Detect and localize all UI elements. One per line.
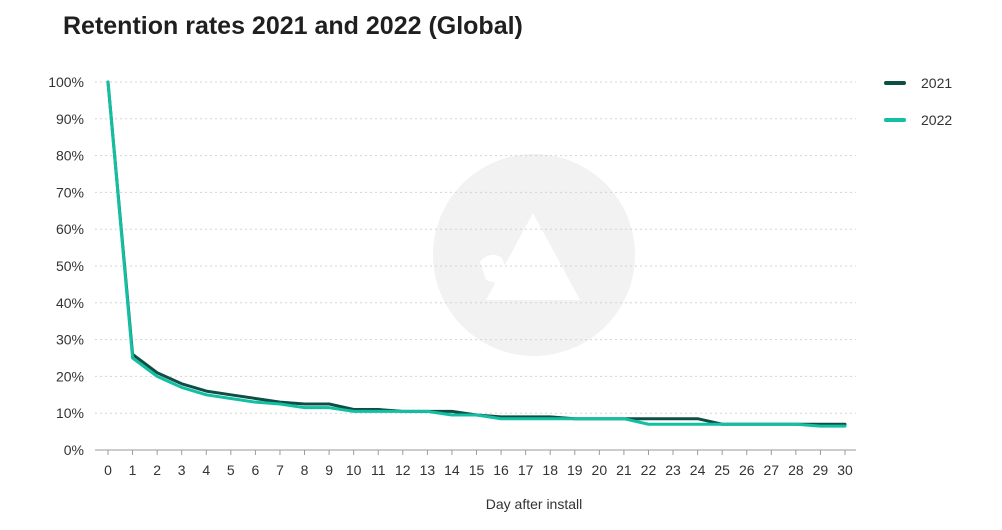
- y-tick-label-5: 50%: [56, 258, 84, 274]
- x-tick-label-30: 30: [837, 462, 853, 478]
- x-tick-label-20: 20: [592, 462, 608, 478]
- x-tick-label-19: 19: [567, 462, 583, 478]
- legend-swatch-2022: [884, 118, 906, 122]
- x-tick-label-12: 12: [395, 462, 411, 478]
- series-lines: [106, 80, 847, 428]
- gridlines: [95, 81, 856, 414]
- x-tick-label-8: 8: [301, 462, 309, 478]
- x-tick-label-3: 3: [178, 462, 186, 478]
- x-tick-labels: 0 1 2 3 4 5 6 7 8 9 10 11 12 13 14 15 16 17 18 19 20 21 22 23 24…: [104, 462, 853, 478]
- y-tick-label-6: 60%: [56, 221, 84, 237]
- x-tick-label-18: 18: [542, 462, 558, 478]
- y-tick-label-1: 10%: [56, 405, 84, 421]
- x-tick-label-5: 5: [227, 462, 235, 478]
- x-tick-label-6: 6: [252, 462, 260, 478]
- y-tick-label-2: 20%: [56, 368, 84, 384]
- x-tick-label-14: 14: [444, 462, 460, 478]
- legend-label-2021: 2021: [921, 75, 953, 91]
- x-tick-label-23: 23: [665, 462, 681, 478]
- x-tick-label-9: 9: [325, 462, 333, 478]
- x-tick-label-22: 22: [641, 462, 657, 478]
- x-tick-label-17: 17: [518, 462, 534, 478]
- x-tick-label-11: 11: [371, 462, 386, 478]
- y-tick-label-8: 80%: [56, 148, 84, 164]
- series-line-2022: [106, 80, 847, 428]
- x-tick-label-27: 27: [764, 462, 780, 478]
- y-tick-labels: 0% 10% 20% 30% 40% 50% 60% 70% 80% 90% 100%: [48, 74, 84, 458]
- x-tick-label-2: 2: [153, 462, 161, 478]
- legend: 2021 2022: [884, 74, 952, 148]
- legend-swatch-2021: [884, 81, 906, 85]
- x-tick-label-4: 4: [202, 462, 210, 478]
- x-tick-label-0: 0: [104, 462, 112, 478]
- x-tick-label-7: 7: [276, 462, 284, 478]
- legend-item-2022: 2022: [884, 111, 952, 129]
- adjust-logo-icon: [433, 154, 635, 356]
- x-tick-label-15: 15: [469, 462, 485, 478]
- x-tick-label-26: 26: [739, 462, 755, 478]
- y-tick-label-10: 100%: [48, 74, 84, 90]
- x-tick-label-29: 29: [813, 462, 829, 478]
- x-tick-label-28: 28: [788, 462, 804, 478]
- y-tick-label-3: 30%: [56, 332, 84, 348]
- x-tick-label-13: 13: [420, 462, 436, 478]
- x-axis-label: Day after install: [486, 496, 582, 512]
- y-tick-label-4: 40%: [56, 295, 84, 311]
- legend-label-2022: 2022: [921, 112, 953, 128]
- x-tick-label-24: 24: [690, 462, 706, 478]
- chart-title: Retention rates 2021 and 2022 (Global): [63, 12, 523, 40]
- legend-item-2021: 2021: [884, 74, 952, 92]
- x-tick-label-21: 21: [616, 462, 632, 478]
- x-tick-label-1: 1: [129, 462, 137, 478]
- y-tick-label-0: 0%: [64, 442, 84, 458]
- y-tick-label-9: 90%: [56, 111, 84, 127]
- axes: [95, 449, 856, 455]
- x-tick-label-10: 10: [346, 462, 362, 478]
- x-tick-label-25: 25: [714, 462, 730, 478]
- y-tick-label-7: 70%: [56, 184, 84, 200]
- x-tick-label-16: 16: [493, 462, 509, 478]
